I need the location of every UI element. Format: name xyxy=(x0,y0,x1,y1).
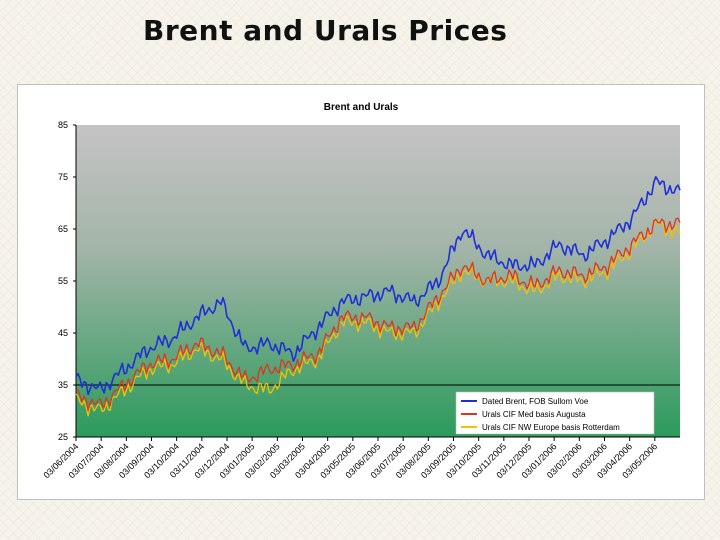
y-tick-label: 65 xyxy=(58,224,68,234)
legend-label-urals-augusta: Urals CIF Med basis Augusta xyxy=(482,410,586,419)
chart-title: Brent and Urals xyxy=(324,102,399,113)
brent-urals-chart: Brent and Urals 2535455565758503/06/2004… xyxy=(41,102,681,480)
y-tick-label: 85 xyxy=(58,120,68,130)
y-tick-label: 75 xyxy=(58,172,68,182)
legend-box xyxy=(455,391,655,435)
y-tick-label: 45 xyxy=(58,328,68,338)
series-line-urals-rotterdam xyxy=(75,219,681,417)
y-tick-label: 55 xyxy=(58,276,68,286)
series-line-urals-augusta xyxy=(75,217,681,412)
series-line-brent xyxy=(75,176,681,396)
y-tick-label: 25 xyxy=(58,432,68,442)
legend-label-brent: Dated Brent, FOB Sullom Voe xyxy=(482,397,589,406)
chart-frame: Brent and Urals 25 35 45 55 65 75 85 03/06/2004… xyxy=(17,84,705,500)
legend-label-urals-rotterdam: Urals CIF NW Europe basis Rotterdam xyxy=(482,423,620,432)
y-tick-label: 35 xyxy=(58,380,68,390)
plot-area xyxy=(76,125,680,437)
slide-title: Brent and Urals Prices xyxy=(143,14,508,47)
